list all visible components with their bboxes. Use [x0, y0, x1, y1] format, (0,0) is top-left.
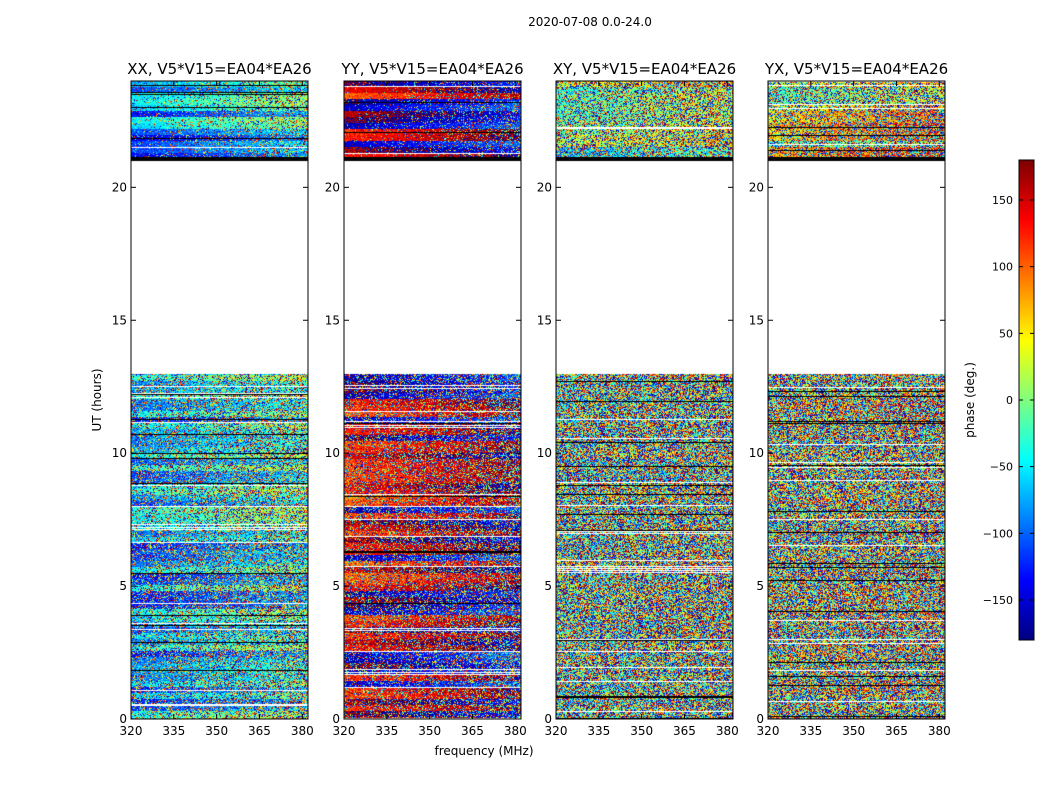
y-tick-label: 0: [544, 712, 552, 726]
x-tick-label: 320: [545, 724, 568, 738]
y-tick-label: 5: [119, 579, 127, 593]
y-tick-label: 0: [332, 712, 340, 726]
panel-title: XX, V5*V15=EA04*EA26: [127, 60, 311, 78]
y-tick-label: 20: [325, 180, 340, 194]
y-tick-label: 15: [325, 313, 340, 327]
panel-xy-heatmap: [556, 81, 733, 719]
x-tick-label: 335: [162, 724, 185, 738]
panel-title: YX, V5*V15=EA04*EA26: [764, 60, 948, 78]
colorbar-tick-label: −150: [983, 594, 1013, 607]
colorbar-label: phase (deg.): [963, 362, 977, 438]
panel-yx-heatmap: [768, 81, 945, 719]
y-axis-label: UT (hours): [90, 368, 104, 431]
y-tick-label: 20: [112, 180, 127, 194]
y-tick-label: 15: [112, 313, 127, 327]
colorbar-tick-label: 0: [1006, 394, 1013, 407]
figure-title: 2020-07-08 0.0-24.0: [528, 15, 652, 29]
x-tick-label: 380: [504, 724, 527, 738]
panel-frame: [343, 80, 522, 720]
y-tick-label: 0: [756, 712, 764, 726]
x-tick-label: 350: [418, 724, 441, 738]
y-tick-label: 10: [112, 446, 127, 460]
x-tick-label: 365: [248, 724, 271, 738]
x-tick-label: 350: [842, 724, 865, 738]
panel-xx-heatmap: [131, 81, 308, 719]
y-tick-label: 5: [332, 579, 340, 593]
panel-frame: [130, 80, 309, 720]
x-tick-label: 320: [757, 724, 780, 738]
x-tick-label: 335: [799, 724, 822, 738]
x-tick-label: 380: [291, 724, 314, 738]
colorbar-tick-label: 150: [992, 194, 1013, 207]
colorbar-tick-label: 100: [992, 261, 1013, 274]
panel-title: YY, V5*V15=EA04*EA26: [340, 60, 523, 78]
y-tick-label: 20: [749, 180, 764, 194]
x-tick-label: 335: [375, 724, 398, 738]
y-tick-label: 5: [544, 579, 552, 593]
x-tick-label: 350: [630, 724, 653, 738]
panel-frame: [767, 80, 946, 720]
y-tick-label: 20: [537, 180, 552, 194]
y-tick-label: 15: [749, 313, 764, 327]
x-tick-label: 350: [205, 724, 228, 738]
x-tick-label: 320: [333, 724, 356, 738]
colorbar-tick-label: 50: [999, 327, 1013, 340]
y-tick-label: 15: [537, 313, 552, 327]
y-tick-label: 10: [325, 446, 340, 460]
y-tick-label: 0: [119, 712, 127, 726]
colorbar-tick-label: −100: [983, 527, 1013, 540]
x-tick-label: 380: [716, 724, 739, 738]
x-tick-label: 380: [928, 724, 951, 738]
x-tick-label: 365: [885, 724, 908, 738]
y-tick-label: 5: [756, 579, 764, 593]
y-tick-label: 10: [749, 446, 764, 460]
x-tick-label: 365: [461, 724, 484, 738]
panel-frame: [555, 80, 734, 720]
colorbar-tick-label: −50: [990, 461, 1013, 474]
panel-yy-heatmap: [344, 81, 521, 719]
x-tick-label: 335: [587, 724, 610, 738]
panel-title: XY, V5*V15=EA04*EA26: [553, 60, 736, 78]
x-axis-label: frequency (MHz): [434, 744, 533, 758]
x-tick-label: 365: [673, 724, 696, 738]
y-tick-label: 10: [537, 446, 552, 460]
x-tick-label: 320: [120, 724, 143, 738]
colorbar-gradient: [1019, 160, 1034, 640]
